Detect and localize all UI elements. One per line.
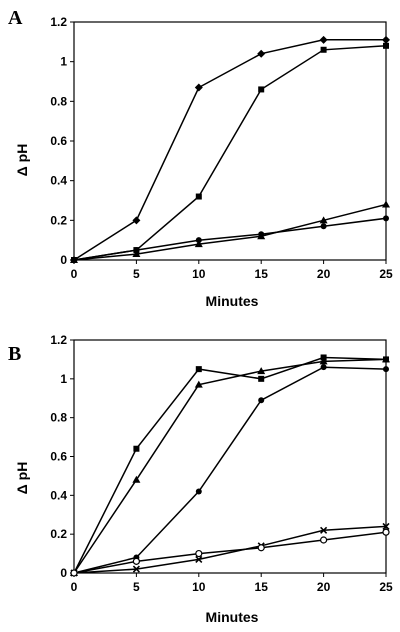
data-point-diamond: [319, 35, 328, 44]
x-tick-label: 5: [133, 580, 140, 594]
x-tick-label: 10: [192, 267, 206, 281]
data-point-circle-open: [70, 569, 78, 577]
series-line-circle-filled: [73, 217, 387, 261]
x-tick-label: 5: [133, 267, 140, 281]
y-tick-label: 1.2: [50, 333, 67, 347]
data-point-triangle: [319, 357, 328, 365]
data-point-x: [320, 526, 328, 534]
data-point-triangle: [257, 367, 266, 375]
data-point-circle-filled: [320, 223, 327, 230]
y-tick-label: 0: [60, 566, 67, 580]
data-point-square: [258, 375, 265, 382]
data-point-triangle: [382, 200, 390, 208]
data-point-circle-open: [257, 544, 265, 552]
y-tick-label: 0.4: [50, 174, 67, 188]
data-point-circle-filled: [195, 237, 202, 244]
series-line-circle-open: [73, 531, 387, 574]
data-point-diamond: [194, 83, 203, 92]
data-point-circle-filled: [383, 366, 389, 373]
y-tick-label: 0.6: [50, 450, 67, 464]
data-point-circle-open: [195, 549, 203, 558]
data-point-diamond: [382, 35, 390, 44]
x-tick-label: 15: [255, 267, 269, 281]
series-line-circle-filled: [73, 366, 387, 574]
data-point-circle-filled: [195, 488, 202, 495]
y-tick-label: 0.4: [50, 488, 67, 502]
y-tick-label: 1.2: [50, 15, 67, 29]
data-point-square: [133, 445, 140, 452]
series-line-diamond: [73, 39, 386, 261]
y-tick-label: 1: [60, 372, 67, 386]
x-tick-label: 0: [71, 267, 78, 281]
data-point-circle-open: [132, 557, 140, 565]
series-line-x: [73, 525, 387, 574]
data-point-triangle: [132, 250, 141, 258]
y-tick-label: 0.8: [50, 94, 67, 108]
data-point-triangle: [382, 355, 390, 363]
panel-label-a: A: [8, 7, 23, 29]
y-axis-title-b: Δ pH: [14, 462, 30, 495]
x-tick-label: 15: [255, 580, 269, 594]
data-point-circle-filled: [258, 397, 265, 404]
data-point-triangle: [194, 240, 203, 248]
data-point-square: [383, 42, 389, 49]
data-point-circle-filled: [71, 257, 77, 263]
data-point-x: [132, 565, 140, 573]
data-point-circle-filled: [258, 231, 265, 238]
series-line-triangle: [73, 203, 387, 261]
data-point-square: [195, 366, 202, 373]
data-point-circle-filled: [320, 364, 327, 371]
x-tick-label: 20: [317, 267, 331, 281]
y-tick-label: 0.8: [50, 411, 67, 425]
series-line-square: [73, 356, 387, 574]
data-point-triangle: [132, 475, 141, 483]
data-point-square: [258, 86, 265, 93]
data-point-triangle: [194, 380, 203, 388]
data-point-square: [195, 193, 202, 200]
x-tick-label: 0: [71, 580, 78, 594]
data-point-diamond: [132, 216, 141, 225]
data-point-x: [382, 522, 390, 530]
y-tick-label: 0.6: [50, 134, 67, 148]
panel-a: A 0 0.2 0.4 0.6 0.8 1 1.2 0 5 10 15 20 25 Minutes Δ …: [8, 7, 393, 309]
x-tick-label: 10: [192, 580, 206, 594]
data-point-circle-filled: [133, 247, 140, 254]
panel-b: B 0 0.2 0.4 0.6 0.8 1 1.2 0 5 10 15 20 25 Minutes Δ …: [8, 333, 393, 625]
series-line-square: [73, 45, 387, 261]
data-point-diamond: [257, 49, 266, 58]
y-tick-label: 1: [60, 55, 67, 69]
data-point-triangle: [319, 216, 328, 224]
data-point-circle-filled: [383, 215, 389, 222]
series-line-triangle: [73, 358, 387, 574]
x-axis-title-b: Minutes: [206, 609, 259, 625]
y-tick-label: 0.2: [50, 527, 67, 541]
x-tick-label: 25: [379, 267, 393, 281]
panel-label-b: B: [8, 343, 21, 365]
x-tick-label: 25: [379, 580, 393, 594]
y-tick-label: 0: [60, 253, 67, 267]
data-point-x: [195, 555, 203, 563]
data-point-square: [320, 46, 327, 53]
y-tick-label: 0.2: [50, 213, 67, 227]
x-axis-title-a: Minutes: [206, 293, 259, 309]
data-point-circle-open: [320, 536, 328, 544]
data-point-circle-open: [382, 528, 390, 536]
y-axis-title-a: Δ pH: [14, 144, 30, 177]
x-tick-label: 20: [317, 580, 331, 594]
